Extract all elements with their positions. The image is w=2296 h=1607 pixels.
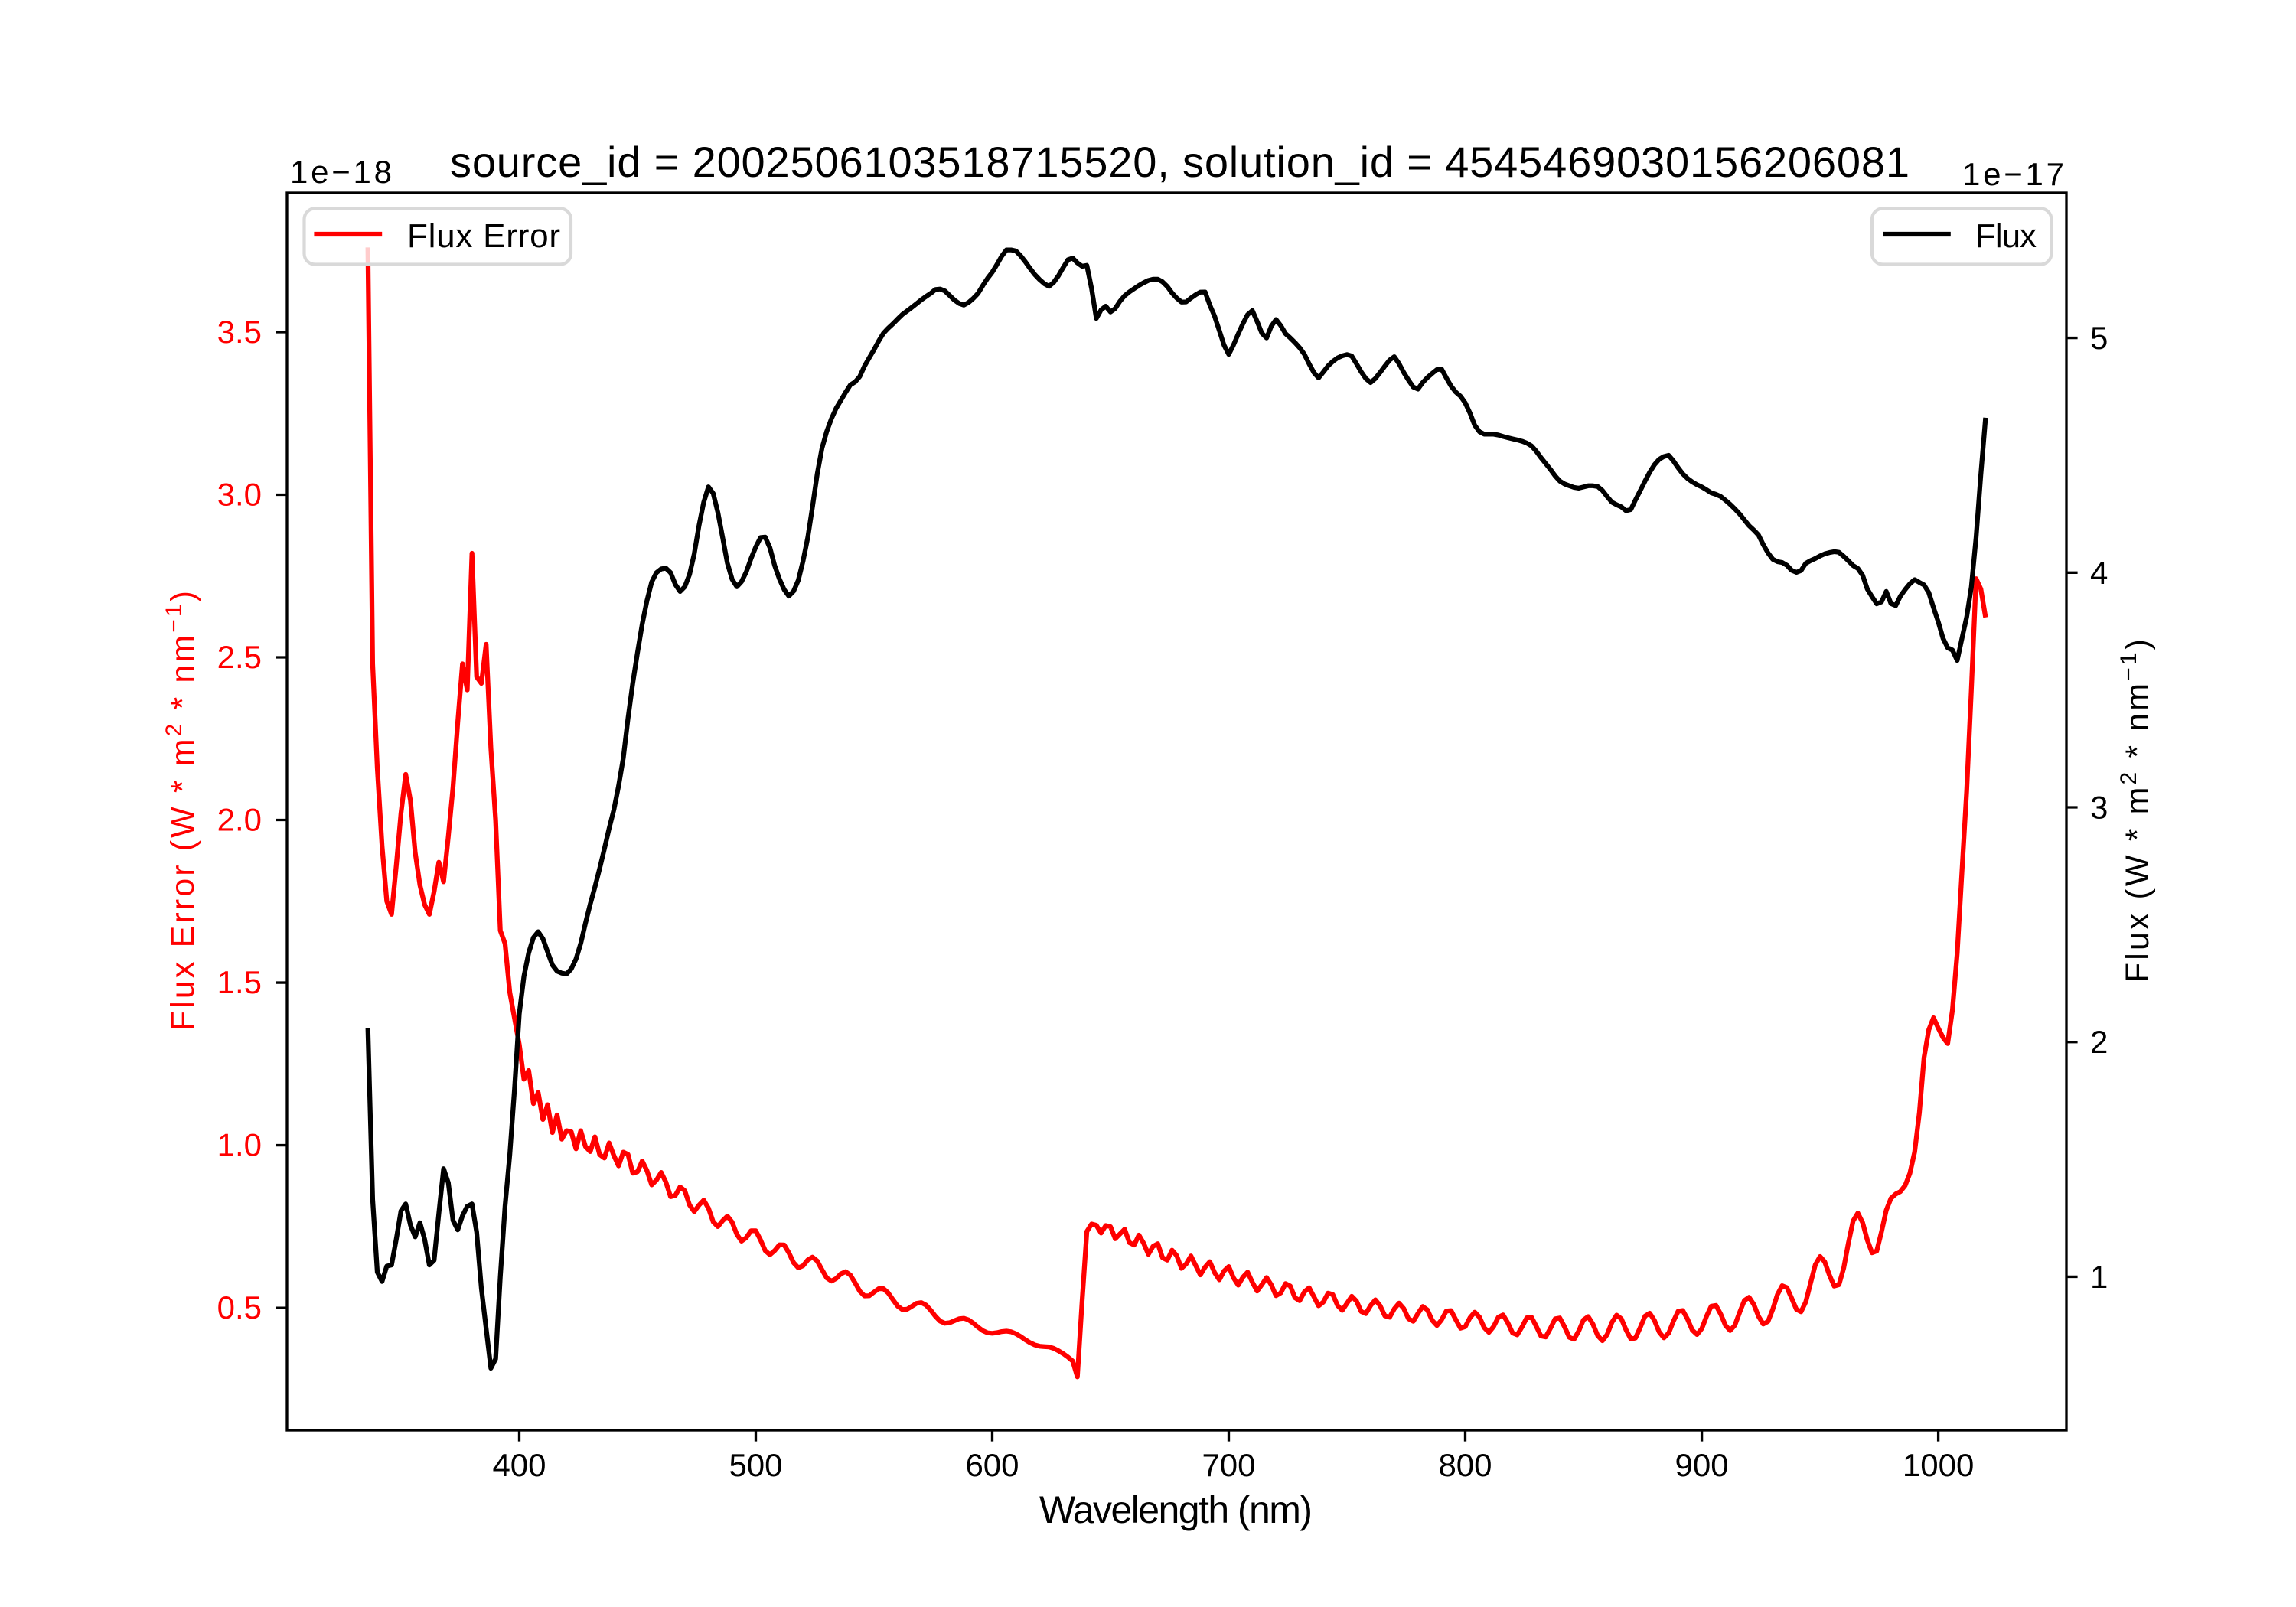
svg-text:400: 400 [492, 1447, 546, 1483]
svg-text:source_id = 200250610351871552: source_id = 2002506103518715520, solutio… [450, 138, 1910, 186]
svg-text:800: 800 [1438, 1447, 1492, 1483]
svg-text:4: 4 [2090, 555, 2108, 591]
svg-text:0.5: 0.5 [217, 1289, 262, 1325]
svg-text:1.5: 1.5 [217, 964, 262, 1000]
svg-text:3.5: 3.5 [217, 314, 262, 350]
svg-text:2.5: 2.5 [217, 639, 262, 675]
svg-text:900: 900 [1675, 1447, 1729, 1483]
svg-text:1e−18: 1e−18 [290, 154, 392, 190]
svg-text:Wavelength (nm): Wavelength (nm) [1039, 1488, 1313, 1531]
svg-text:3.0: 3.0 [217, 477, 262, 513]
svg-text:1: 1 [2090, 1259, 2108, 1295]
svg-text:1000: 1000 [1903, 1447, 1974, 1483]
svg-text:3: 3 [2090, 790, 2108, 826]
svg-text:700: 700 [1202, 1447, 1255, 1483]
svg-text:1.0: 1.0 [217, 1127, 262, 1163]
svg-text:5: 5 [2090, 320, 2108, 356]
svg-text:1e−17: 1e−17 [1962, 156, 2064, 192]
svg-text:2.0: 2.0 [217, 802, 262, 838]
svg-text:2: 2 [2090, 1024, 2108, 1060]
svg-text:Flux (W * m2 * nm−1): Flux (W * m2 * nm−1) [2116, 637, 2156, 983]
svg-text:600: 600 [965, 1447, 1019, 1483]
svg-text:Flux Error (W * m2 * nm−1): Flux Error (W * m2 * nm−1) [161, 588, 201, 1031]
svg-text:Flux: Flux [1975, 217, 2037, 255]
svg-text:Flux Error: Flux Error [407, 217, 560, 255]
svg-text:500: 500 [729, 1447, 782, 1483]
